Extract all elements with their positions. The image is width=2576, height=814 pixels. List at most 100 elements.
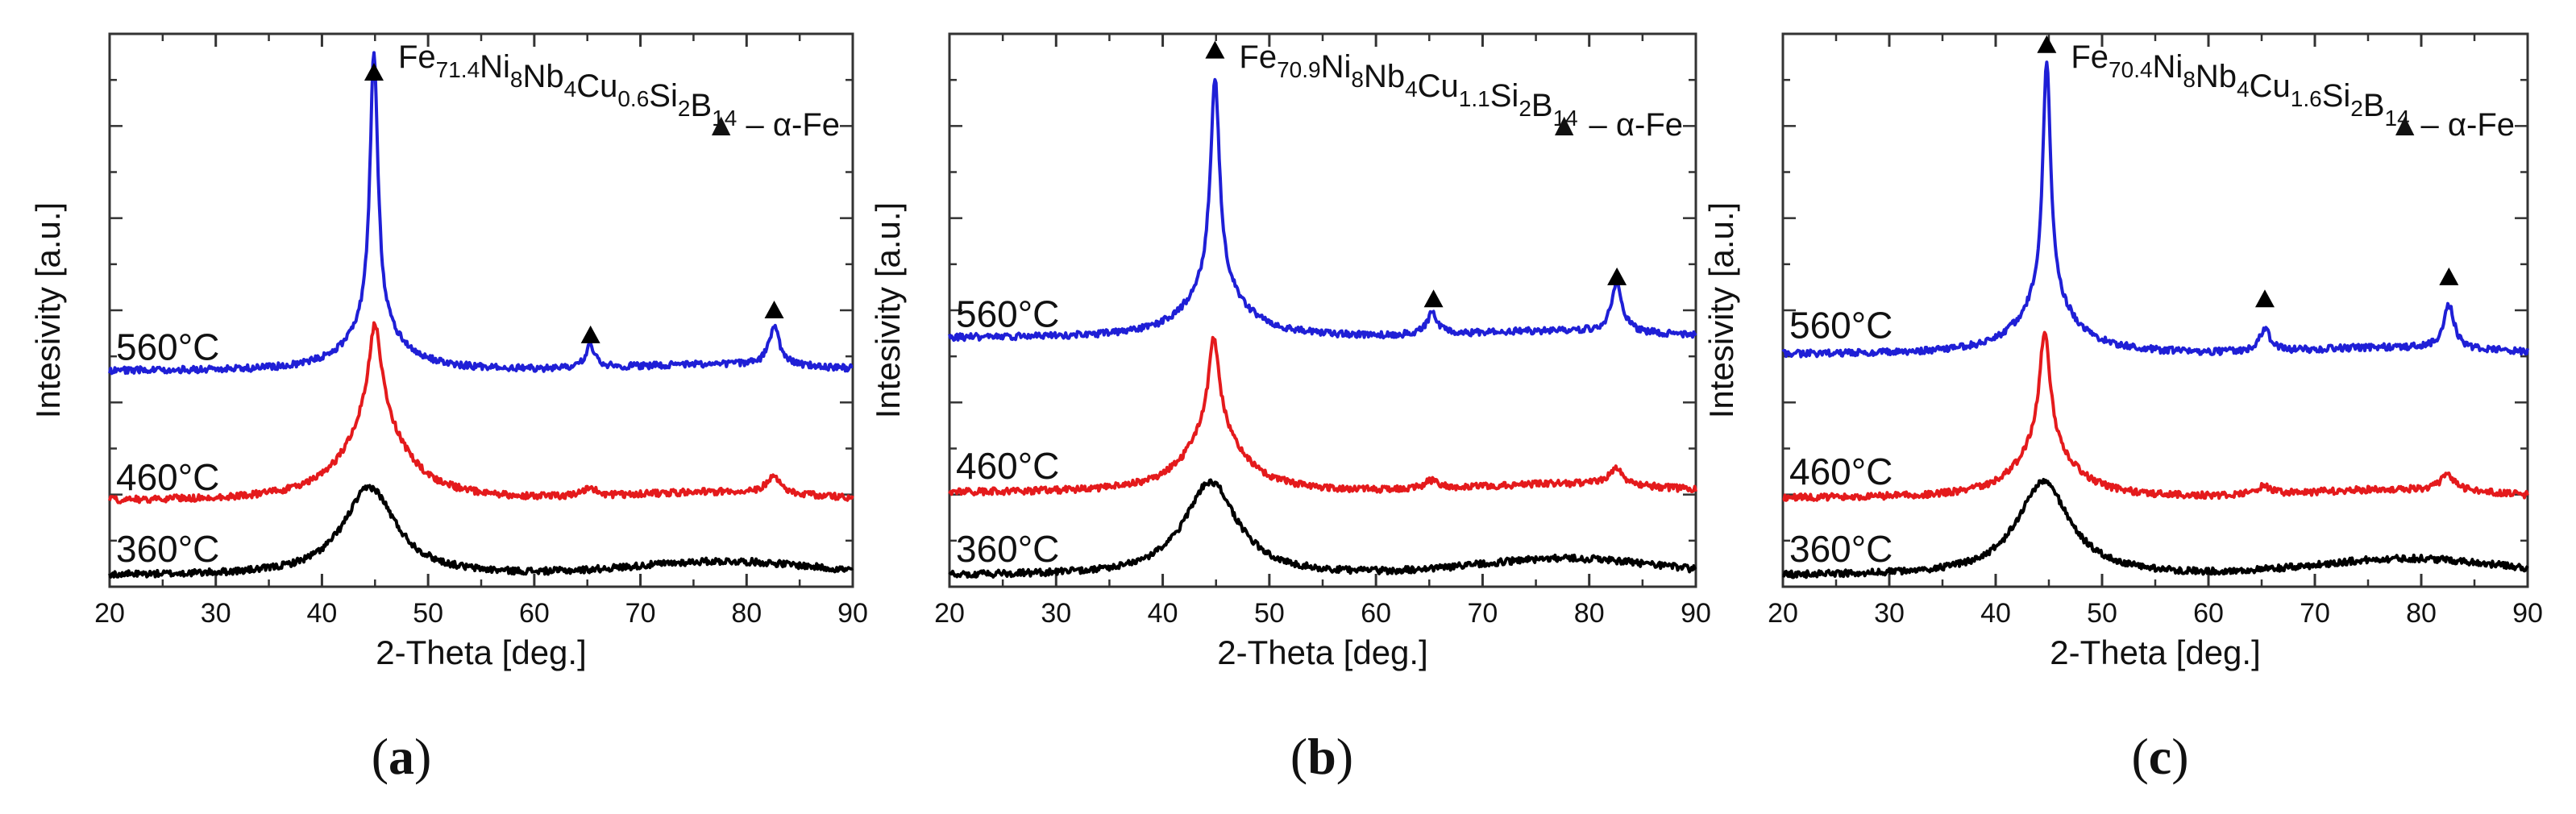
x-tick-label: 90 bbox=[2512, 598, 2543, 629]
x-tick-label: 20 bbox=[1768, 598, 1798, 629]
alpha-fe-marker bbox=[364, 63, 384, 81]
series-label: 460°C bbox=[956, 445, 1059, 487]
x-tick-label: 70 bbox=[625, 598, 656, 629]
series-line-460c bbox=[1782, 330, 2529, 502]
x-tick-label: 70 bbox=[2300, 598, 2330, 629]
element-subscript: 70.4 bbox=[2109, 57, 2153, 82]
element-subscript: 8 bbox=[2183, 67, 2196, 92]
element-symbol: Ni bbox=[1321, 49, 1352, 85]
panel-caption: (a) bbox=[372, 728, 432, 785]
alpha-fe-marker bbox=[764, 301, 784, 318]
series-label: 560°C bbox=[1789, 304, 1893, 346]
element-subscript: 4 bbox=[2237, 77, 2250, 102]
x-tick-label: 30 bbox=[1874, 598, 1905, 629]
element-symbol: Si bbox=[2322, 78, 2351, 114]
x-tick-label: 80 bbox=[731, 598, 762, 629]
x-tick-label: 90 bbox=[837, 598, 868, 629]
element-symbol: Fe bbox=[1239, 39, 1277, 75]
element-symbol: Ni bbox=[480, 49, 510, 85]
element-subscript: 8 bbox=[1351, 67, 1364, 92]
series-line-460c bbox=[948, 335, 1697, 496]
composition-title: Fe70.4Ni8Nb4Cu1.6Si2B14 bbox=[2071, 39, 2409, 131]
series-line-360c bbox=[108, 484, 854, 579]
element-symbol: Fe bbox=[398, 39, 436, 75]
y-axis-label: Intesivity [a.u.] bbox=[29, 202, 67, 418]
y-axis-label: Intesivity [a.u.] bbox=[1702, 202, 1740, 418]
element-symbol: Nb bbox=[1364, 59, 1405, 94]
x-tick-label: 50 bbox=[413, 598, 443, 629]
x-tick-label: 50 bbox=[2087, 598, 2117, 629]
series-label: 360°C bbox=[116, 528, 219, 570]
x-tick-label: 50 bbox=[1254, 598, 1285, 629]
x-axis-label: 2-Theta [deg.] bbox=[2050, 633, 2261, 671]
series-label: 460°C bbox=[1789, 451, 1893, 492]
panel-caption: (b) bbox=[1290, 728, 1353, 785]
alpha-fe-marker bbox=[1607, 267, 1627, 285]
x-tick-label: 80 bbox=[1574, 598, 1605, 629]
x-tick-label: 30 bbox=[1041, 598, 1071, 629]
series-line-360c bbox=[948, 478, 1697, 579]
series-label: 360°C bbox=[1789, 528, 1893, 570]
panel-c: 20 30 40 50 60 70 80 90 360°C 460°C 560°C Fe70.4Ni8… bbox=[1702, 32, 2543, 785]
composition-title: Fe71.4Ni8Nb4Cu0.6Si2B14 bbox=[398, 39, 737, 131]
element-symbol: Cu bbox=[576, 69, 617, 104]
series-label: 560°C bbox=[116, 326, 219, 368]
panel-b: 20 30 40 50 60 70 80 90 360°C 460°C 560°C Fe70.9Ni8… bbox=[869, 32, 1711, 785]
element-symbol: Si bbox=[1490, 78, 1519, 114]
element-symbol: B bbox=[690, 88, 712, 123]
x-tick-label: 70 bbox=[1468, 598, 1498, 629]
series-label: 460°C bbox=[116, 456, 219, 498]
x-tick-label: 60 bbox=[1361, 598, 1391, 629]
x-tick-label: 20 bbox=[94, 598, 125, 629]
series-line-360c bbox=[1782, 477, 2529, 579]
alpha-fe-marker bbox=[2439, 267, 2459, 285]
element-subscript: 71.4 bbox=[436, 57, 480, 82]
legend-alpha-fe: ▲ – α-Fe bbox=[705, 107, 840, 143]
panel-caption: (c) bbox=[2131, 728, 2188, 785]
element-subscript: 0.6 bbox=[617, 86, 649, 111]
series-line-460c bbox=[108, 321, 854, 505]
series-label: 360°C bbox=[956, 528, 1059, 570]
element-subscript: 4 bbox=[1405, 77, 1418, 102]
element-symbol: Nb bbox=[2196, 59, 2237, 94]
element-subscript: 1.6 bbox=[2291, 86, 2322, 111]
element-subscript: 2 bbox=[678, 96, 691, 121]
alpha-fe-marker bbox=[2254, 289, 2275, 308]
x-tick-label: 20 bbox=[934, 598, 965, 629]
element-symbol: Cu bbox=[2250, 69, 2291, 104]
x-tick-label: 40 bbox=[307, 598, 338, 629]
element-subscript: 2 bbox=[1519, 96, 1531, 121]
x-tick-label: 60 bbox=[519, 598, 550, 629]
element-subscript: 14 bbox=[1553, 106, 1578, 131]
element-subscript: 70.9 bbox=[1277, 57, 1321, 82]
series-line-560c bbox=[1781, 60, 2529, 359]
x-tick-label: 30 bbox=[201, 598, 231, 629]
composition-title: Fe70.9Ni8Nb4Cu1.1Si2B14 bbox=[1239, 39, 1577, 131]
element-symbol: Fe bbox=[2071, 39, 2109, 75]
series-line-560c bbox=[948, 77, 1697, 343]
x-tick-label: 40 bbox=[1148, 598, 1178, 629]
x-tick-label: 40 bbox=[1980, 598, 2011, 629]
alpha-fe-marker bbox=[1205, 40, 1225, 59]
series-line-560c bbox=[108, 51, 854, 376]
element-symbol: Cu bbox=[1418, 69, 1459, 104]
element-subscript: 2 bbox=[2350, 96, 2363, 121]
element-subscript: 4 bbox=[564, 77, 577, 102]
element-symbol: Ni bbox=[2153, 49, 2183, 85]
x-tick-label: 80 bbox=[2406, 598, 2437, 629]
element-subscript: 14 bbox=[712, 106, 737, 131]
x-axis-label: 2-Theta [deg.] bbox=[376, 633, 587, 671]
element-subscript: 1.1 bbox=[1459, 86, 1490, 111]
element-symbol: Nb bbox=[523, 59, 564, 94]
element-subscript: 8 bbox=[510, 67, 523, 92]
legend-alpha-fe: ▲ – α-Fe bbox=[1548, 107, 1683, 143]
element-subscript: 14 bbox=[2385, 106, 2410, 131]
y-axis-label: Intesivity [a.u.] bbox=[869, 202, 907, 418]
element-symbol: B bbox=[1531, 88, 1553, 123]
element-symbol: B bbox=[2363, 88, 2385, 123]
series-label: 560°C bbox=[956, 293, 1059, 335]
legend-alpha-fe: ▲– α-Fe bbox=[2389, 107, 2515, 143]
element-symbol: Si bbox=[649, 78, 678, 114]
alpha-fe-marker bbox=[1423, 289, 1444, 308]
panel-a: 20 30 40 50 60 70 80 90 360°C 460°C 560°C Fe71.4Ni8… bbox=[29, 32, 868, 785]
